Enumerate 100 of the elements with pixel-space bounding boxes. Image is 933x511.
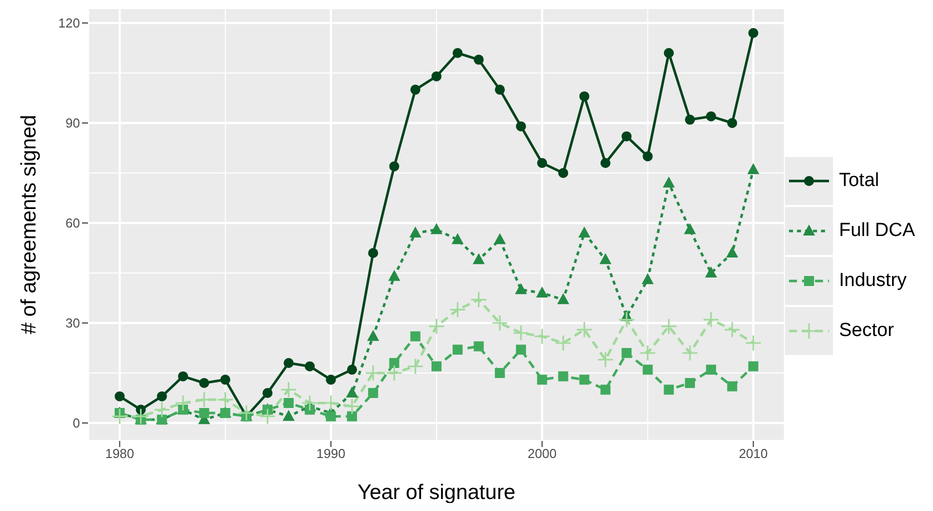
point [470,291,488,308]
point [514,283,527,294]
point [347,364,358,375]
point [220,374,230,385]
point [389,161,400,172]
point [512,324,530,342]
point [474,54,484,65]
point [282,410,295,421]
point [660,318,678,335]
point [262,388,273,398]
point [410,331,420,342]
point [684,378,695,388]
point [472,253,485,264]
point [386,364,403,382]
point [662,176,675,188]
point [642,151,653,162]
point [474,341,484,352]
legend-label: Full DCA [838,220,915,242]
point [304,404,315,415]
point [579,91,590,102]
point [516,344,526,355]
point [727,381,738,392]
point [368,248,378,258]
point [326,411,336,422]
point [284,358,294,368]
x-tick-label: 1990 [316,446,346,462]
x-tick-label: 1980 [105,446,134,462]
point [280,381,297,398]
point [494,233,506,244]
point [576,321,593,338]
point [344,398,360,415]
point [178,371,188,382]
point [449,301,466,318]
point [664,48,674,58]
point [597,351,614,368]
legend-label: Total [838,170,880,192]
point [326,374,336,385]
point [452,233,464,244]
point [536,286,548,298]
point [199,378,210,388]
point [558,371,568,382]
point [642,273,654,284]
point [216,391,234,408]
point [407,358,424,375]
y-tick-label: 30 [66,316,80,331]
point [622,131,632,142]
point [579,374,590,385]
point [452,344,463,355]
y-tick-label: 90 [66,116,80,131]
point [537,158,548,168]
point [702,311,720,328]
point [578,226,590,238]
point [724,321,740,338]
point [492,314,508,332]
point [452,48,463,58]
legend-label: Industry [838,270,907,292]
y-tick-label: 120 [58,16,80,31]
point [537,374,548,385]
point [727,118,738,128]
point [639,344,656,362]
point [554,334,572,352]
legend-label: Sector [838,320,894,342]
point [346,386,358,398]
point [301,394,318,412]
y-axis-title: # of agreements signed [17,114,40,334]
y-tick-label: 0 [72,416,80,431]
point [114,391,125,402]
point [494,84,505,95]
point [558,168,568,178]
point [430,223,442,234]
y-tick-label: 60 [66,216,80,231]
point [156,391,167,402]
point [410,84,420,95]
point [154,401,170,418]
point [431,71,442,82]
x-tick-label: 2010 [738,446,768,462]
point [494,368,505,378]
point [600,158,610,168]
point [259,408,276,425]
point [684,223,696,234]
point [618,311,635,328]
point [706,364,716,375]
point [642,364,653,375]
point [534,328,550,345]
point [748,361,758,372]
point [599,253,612,264]
point [174,394,192,412]
point [622,348,632,358]
point [409,226,422,238]
point [557,293,570,304]
point [368,388,378,398]
point [664,384,674,395]
point [726,246,738,258]
point [747,163,760,174]
x-tick-label: 2000 [528,446,557,462]
point [745,334,762,352]
point [388,270,400,281]
point [347,411,358,422]
point [682,344,698,362]
point [600,384,610,395]
